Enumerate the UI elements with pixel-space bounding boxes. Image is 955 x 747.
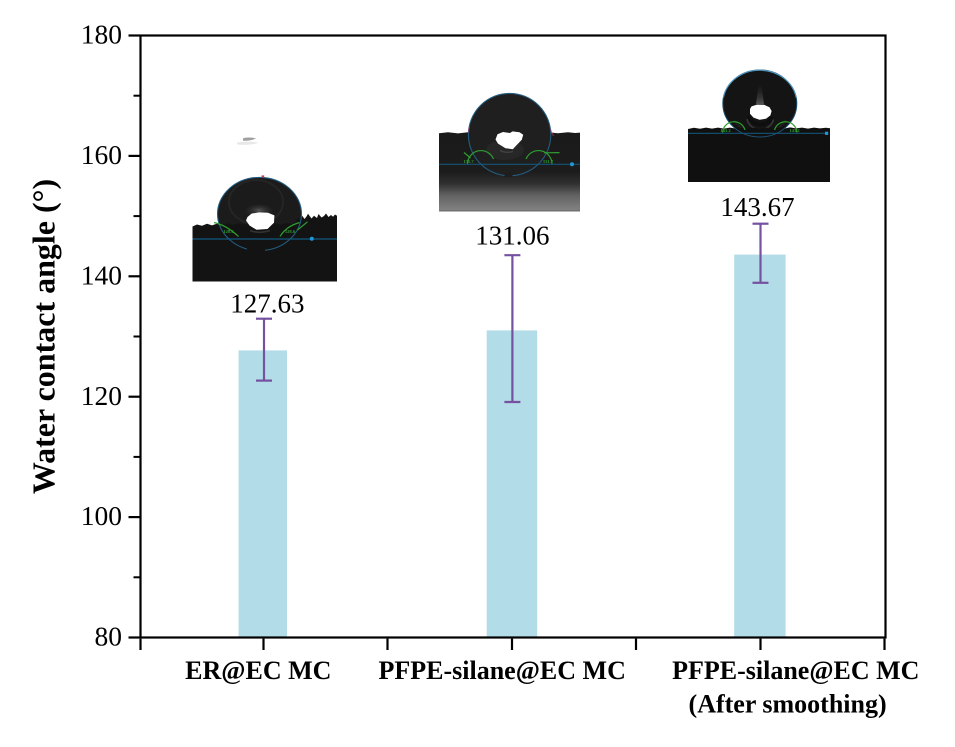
svg-text:143.2: 143.2 [789,128,800,133]
svg-text:128.6: 128.6 [285,229,296,234]
svg-text:143.67: 143.67 [720,192,794,222]
svg-text:PFPE-silane@EC MC: PFPE-silane@EC MC [672,656,919,685]
svg-text:PFPE-silane@EC MC: PFPE-silane@EC MC [379,656,626,685]
svg-text:(After smoothing): (After smoothing) [689,690,887,719]
svg-text:131.06: 131.06 [475,220,549,250]
svg-text:143.2: 143.2 [720,128,731,133]
svg-text:100: 100 [81,500,122,531]
svg-text:160: 160 [81,139,122,170]
svg-text:120: 120 [81,380,122,411]
svg-text:128.6: 128.6 [223,229,234,234]
svg-text:127.63: 127.63 [230,289,304,319]
svg-text:140: 140 [81,259,122,290]
svg-text:131.7: 131.7 [463,159,474,164]
svg-text:80: 80 [95,621,123,652]
svg-text:180: 180 [81,19,122,50]
svg-text:131.7: 131.7 [543,159,554,164]
svg-text:ER@EC MC: ER@EC MC [185,656,331,685]
svg-text:Water contact angle (°): Water contact angle (°) [26,179,62,494]
